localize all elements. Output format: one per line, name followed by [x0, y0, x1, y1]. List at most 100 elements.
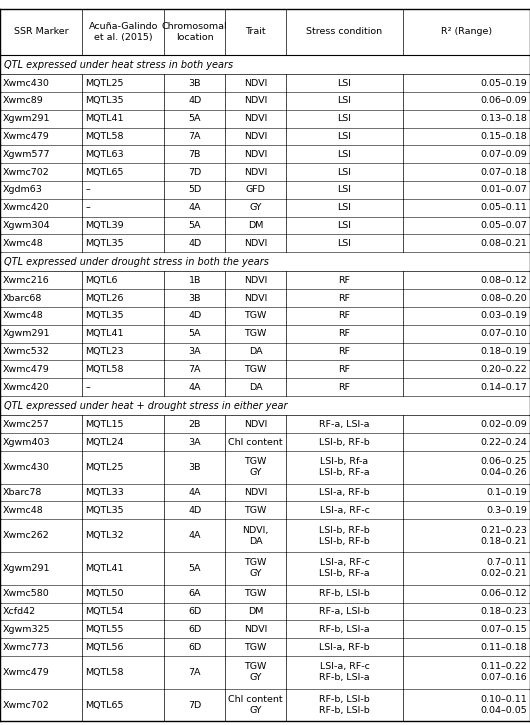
Text: Xbarc78: Xbarc78 — [3, 488, 42, 497]
Text: MQTL56: MQTL56 — [85, 642, 124, 652]
Text: TGW: TGW — [244, 589, 267, 598]
Text: 6D: 6D — [188, 607, 201, 616]
Text: NDVI: NDVI — [244, 276, 268, 285]
Text: Xwmc430: Xwmc430 — [3, 463, 50, 472]
Text: GFD: GFD — [246, 186, 266, 194]
Text: MQTL26: MQTL26 — [85, 294, 124, 302]
Text: 0.1–0.19: 0.1–0.19 — [486, 488, 527, 497]
Text: Xgwm325: Xgwm325 — [3, 625, 51, 634]
Text: LSI: LSI — [338, 239, 351, 248]
Text: 6D: 6D — [188, 642, 201, 652]
Text: QTL expressed under drought stress in both the years: QTL expressed under drought stress in bo… — [4, 257, 269, 267]
Text: NDVI: NDVI — [244, 488, 268, 497]
Text: MQTL35: MQTL35 — [85, 506, 124, 515]
Text: TGW
GY: TGW GY — [244, 457, 267, 477]
Text: Xgwm577: Xgwm577 — [3, 150, 51, 159]
Text: 0.08–0.12: 0.08–0.12 — [480, 276, 527, 285]
Text: Xwmc216: Xwmc216 — [3, 276, 50, 285]
Text: 1B: 1B — [189, 276, 201, 285]
Text: MQTL23: MQTL23 — [85, 347, 124, 356]
Text: MQTL41: MQTL41 — [85, 564, 124, 573]
Text: Xwmc48: Xwmc48 — [3, 506, 44, 515]
Text: MQTL55: MQTL55 — [85, 625, 124, 634]
Text: RF: RF — [339, 276, 350, 285]
Text: 0.05–0.07: 0.05–0.07 — [480, 221, 527, 230]
Text: Xwmc420: Xwmc420 — [3, 203, 50, 212]
Text: LSI: LSI — [338, 221, 351, 230]
Text: Chl content: Chl content — [228, 437, 283, 447]
Text: Xgwm304: Xgwm304 — [3, 221, 51, 230]
Text: DM: DM — [248, 607, 263, 616]
Text: Xwmc257: Xwmc257 — [3, 420, 50, 428]
Text: 6D: 6D — [188, 625, 201, 634]
Text: Xwmc479: Xwmc479 — [3, 132, 50, 141]
Text: 5D: 5D — [188, 186, 201, 194]
Text: TGW: TGW — [244, 365, 267, 374]
Text: 0.18–0.19: 0.18–0.19 — [480, 347, 527, 356]
Text: 3B: 3B — [189, 78, 201, 88]
Text: TGW: TGW — [244, 329, 267, 339]
Text: 0.21–0.23
0.18–0.21: 0.21–0.23 0.18–0.21 — [480, 526, 527, 546]
Text: 0.01–0.07: 0.01–0.07 — [480, 186, 527, 194]
Text: 0.10–0.11
0.04–0.05: 0.10–0.11 0.04–0.05 — [480, 695, 527, 715]
Text: 4D: 4D — [188, 239, 201, 248]
Text: Xwmc702: Xwmc702 — [3, 700, 50, 710]
Text: MQTL65: MQTL65 — [85, 167, 124, 177]
Text: LSI: LSI — [338, 114, 351, 123]
Text: LSI-a, RF-c
LSI-b, RF-a: LSI-a, RF-c LSI-b, RF-a — [319, 558, 370, 579]
Text: 7D: 7D — [188, 700, 201, 710]
Text: LSI-a, RF-c: LSI-a, RF-c — [320, 506, 369, 515]
Text: 0.22–0.24: 0.22–0.24 — [480, 437, 527, 447]
Text: 0.07–0.15: 0.07–0.15 — [480, 625, 527, 634]
Text: MQTL33: MQTL33 — [85, 488, 124, 497]
Text: Xcfd42: Xcfd42 — [3, 607, 36, 616]
Text: MQTL25: MQTL25 — [85, 78, 124, 88]
Text: Xgwm403: Xgwm403 — [3, 437, 51, 447]
Text: –: – — [85, 383, 90, 392]
Text: 7D: 7D — [188, 167, 201, 177]
Text: Xgwm291: Xgwm291 — [3, 564, 51, 573]
Text: RF-a, LSI-b: RF-a, LSI-b — [319, 607, 370, 616]
Text: 7A: 7A — [189, 668, 201, 677]
Text: MQTL63: MQTL63 — [85, 150, 124, 159]
Text: 4A: 4A — [189, 488, 201, 497]
Text: RF-b, LSI-b
RF-b, LSI-b: RF-b, LSI-b RF-b, LSI-b — [319, 695, 370, 715]
Text: Xwmc430: Xwmc430 — [3, 78, 50, 88]
Text: 0.7–0.11
0.02–0.21: 0.7–0.11 0.02–0.21 — [480, 558, 527, 579]
Text: Trait: Trait — [245, 28, 266, 36]
Text: 3A: 3A — [189, 437, 201, 447]
Text: Xwmc532: Xwmc532 — [3, 347, 50, 356]
Text: LSI: LSI — [338, 203, 351, 212]
Text: 7A: 7A — [189, 132, 201, 141]
Text: Xwmc580: Xwmc580 — [3, 589, 50, 598]
Text: 4D: 4D — [188, 506, 201, 515]
Text: 4A: 4A — [189, 203, 201, 212]
Text: MQTL35: MQTL35 — [85, 239, 124, 248]
Text: SSR Marker: SSR Marker — [14, 28, 68, 36]
Text: 0.18–0.23: 0.18–0.23 — [480, 607, 527, 616]
Text: NDVI: NDVI — [244, 114, 268, 123]
Text: MQTL25: MQTL25 — [85, 463, 124, 472]
Text: Xgwm291: Xgwm291 — [3, 329, 51, 339]
Text: LSI: LSI — [338, 150, 351, 159]
Text: 0.06–0.12: 0.06–0.12 — [480, 589, 527, 598]
Text: Xwmc420: Xwmc420 — [3, 383, 50, 392]
Text: MQTL15: MQTL15 — [85, 420, 124, 428]
Text: RF: RF — [339, 329, 350, 339]
Text: LSI: LSI — [338, 96, 351, 105]
Text: Xwmc773: Xwmc773 — [3, 642, 50, 652]
Text: RF: RF — [339, 312, 350, 320]
Text: DA: DA — [249, 383, 262, 392]
Text: 0.3–0.19: 0.3–0.19 — [486, 506, 527, 515]
Text: LSI: LSI — [338, 186, 351, 194]
Text: –: – — [85, 203, 90, 212]
Text: 0.07–0.10: 0.07–0.10 — [480, 329, 527, 339]
Text: TGW
GY: TGW GY — [244, 558, 267, 579]
Text: 5A: 5A — [189, 329, 201, 339]
Text: R² (Range): R² (Range) — [441, 28, 492, 36]
Text: 5A: 5A — [189, 564, 201, 573]
Text: 0.13–0.18: 0.13–0.18 — [480, 114, 527, 123]
Text: NDVI: NDVI — [244, 420, 268, 428]
Text: Xbarc68: Xbarc68 — [3, 294, 42, 302]
Text: NDVI: NDVI — [244, 96, 268, 105]
